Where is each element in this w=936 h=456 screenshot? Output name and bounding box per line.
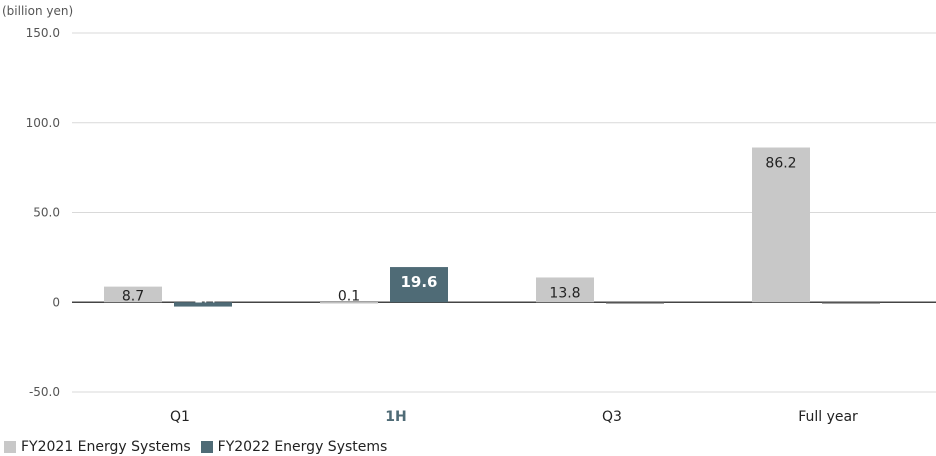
x-category-label: Full year: [798, 409, 858, 425]
y-tick-label: 0: [52, 295, 60, 309]
y-tick-label: 50.0: [33, 206, 60, 220]
data-label: 8.7: [122, 288, 144, 304]
data-label: -2.4: [189, 291, 216, 307]
legend: FY2021 Energy Systems FY2022 Energy Syst…: [4, 439, 397, 455]
legend-label-fy2021: FY2021 Energy Systems: [21, 439, 191, 455]
data-label: 86.2: [765, 156, 796, 172]
y-tick-label: 100.0: [26, 116, 60, 130]
bar-fy2021: [752, 147, 810, 303]
x-axis-categories: Q1 1H Q3 Full year: [170, 409, 858, 425]
legend-swatch-fy2021: [4, 441, 16, 453]
legend-swatch-fy2022: [200, 441, 213, 453]
bar-fy2022: [390, 267, 448, 303]
y-axis-unit-label: (billion yen): [2, 4, 74, 18]
y-axis-ticks: 150.0 100.0 50.0 0 -50.0: [26, 26, 60, 399]
y-tick-label: 150.0: [26, 26, 60, 40]
data-label: 0.1: [338, 288, 360, 304]
bars: 8.7 -2.4 0.1 19.6 13.8 86.2: [104, 147, 880, 307]
x-category-label: 1H: [385, 409, 406, 425]
legend-item-fy2022: FY2022 Energy Systems: [200, 439, 388, 455]
bar-fy2021: [320, 302, 378, 304]
bar-fy2022: [174, 302, 232, 307]
x-category-label: Q3: [602, 409, 622, 425]
data-label: 19.6: [400, 273, 437, 291]
legend-item-fy2021: FY2021 Energy Systems: [4, 439, 191, 455]
y-tick-label: -50.0: [29, 385, 60, 399]
x-category-label: Q1: [170, 409, 190, 425]
bar-fy2021: [104, 286, 162, 303]
bar-fy2021: [536, 277, 594, 303]
data-label: 13.8: [549, 285, 580, 301]
legend-label-fy2022: FY2022 Energy Systems: [217, 439, 388, 455]
